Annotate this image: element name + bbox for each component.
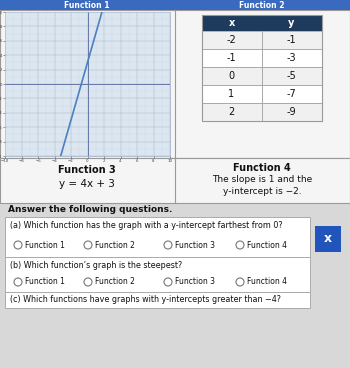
Text: -2: -2 [227, 35, 236, 45]
Text: Function 3: Function 3 [58, 165, 116, 175]
Text: Function 2: Function 2 [239, 0, 285, 10]
Text: y-intercept is −2.: y-intercept is −2. [223, 187, 301, 195]
Bar [0, 0, 175, 10]
Text: -3: -3 [287, 53, 296, 63]
Text: Function 3: Function 3 [175, 277, 215, 287]
Bar [5, 12, 170, 156]
Text: 0: 0 [229, 71, 235, 81]
Text: -5: -5 [287, 71, 296, 81]
Text: Function 1: Function 1 [64, 0, 110, 10]
Text: 1: 1 [229, 89, 235, 99]
Text: Function 4: Function 4 [233, 163, 291, 173]
Bar [261, 15, 322, 31]
Bar [202, 31, 261, 49]
Bar [202, 15, 322, 121]
Bar [261, 31, 322, 49]
Bar [202, 15, 261, 31]
Bar [261, 49, 322, 67]
Bar [202, 49, 261, 67]
Text: Function 2: Function 2 [95, 241, 135, 250]
Text: x: x [228, 18, 235, 28]
Bar [5, 257, 310, 292]
Bar [315, 226, 341, 252]
Text: x: x [324, 233, 332, 245]
Text: Function 3: Function 3 [175, 241, 215, 250]
Text: Function 2: Function 2 [95, 277, 135, 287]
Bar [5, 292, 310, 308]
Bar [5, 217, 310, 257]
Text: y = 4x + 3: y = 4x + 3 [59, 179, 115, 189]
Text: Function 1: Function 1 [25, 277, 65, 287]
Text: 2: 2 [228, 107, 235, 117]
Text: -9: -9 [287, 107, 296, 117]
Bar [261, 85, 322, 103]
Text: Function 4: Function 4 [247, 277, 287, 287]
Bar [202, 67, 261, 85]
Text: (c) Which functions have graphs with y-intercepts greater than −4?: (c) Which functions have graphs with y-i… [10, 296, 281, 304]
Text: -1: -1 [227, 53, 236, 63]
Text: -7: -7 [287, 89, 296, 99]
Text: (a) Which function has the graph with a y-intercept farthest from 0?: (a) Which function has the graph with a … [10, 222, 283, 230]
Bar [261, 67, 322, 85]
Bar [0, 158, 350, 203]
Bar [175, 0, 350, 10]
Text: Answer the following questions.: Answer the following questions. [8, 205, 172, 215]
Text: Function 1: Function 1 [25, 241, 65, 250]
Text: (b) Which function’s graph is the steepest?: (b) Which function’s graph is the steepe… [10, 262, 182, 270]
Bar [202, 85, 261, 103]
Bar [261, 103, 322, 121]
Text: y: y [288, 18, 295, 28]
Bar [202, 103, 261, 121]
Text: Function 4: Function 4 [247, 241, 287, 250]
Bar [0, 10, 350, 158]
Text: The slope is 1 and the: The slope is 1 and the [212, 176, 312, 184]
Text: -1: -1 [287, 35, 296, 45]
